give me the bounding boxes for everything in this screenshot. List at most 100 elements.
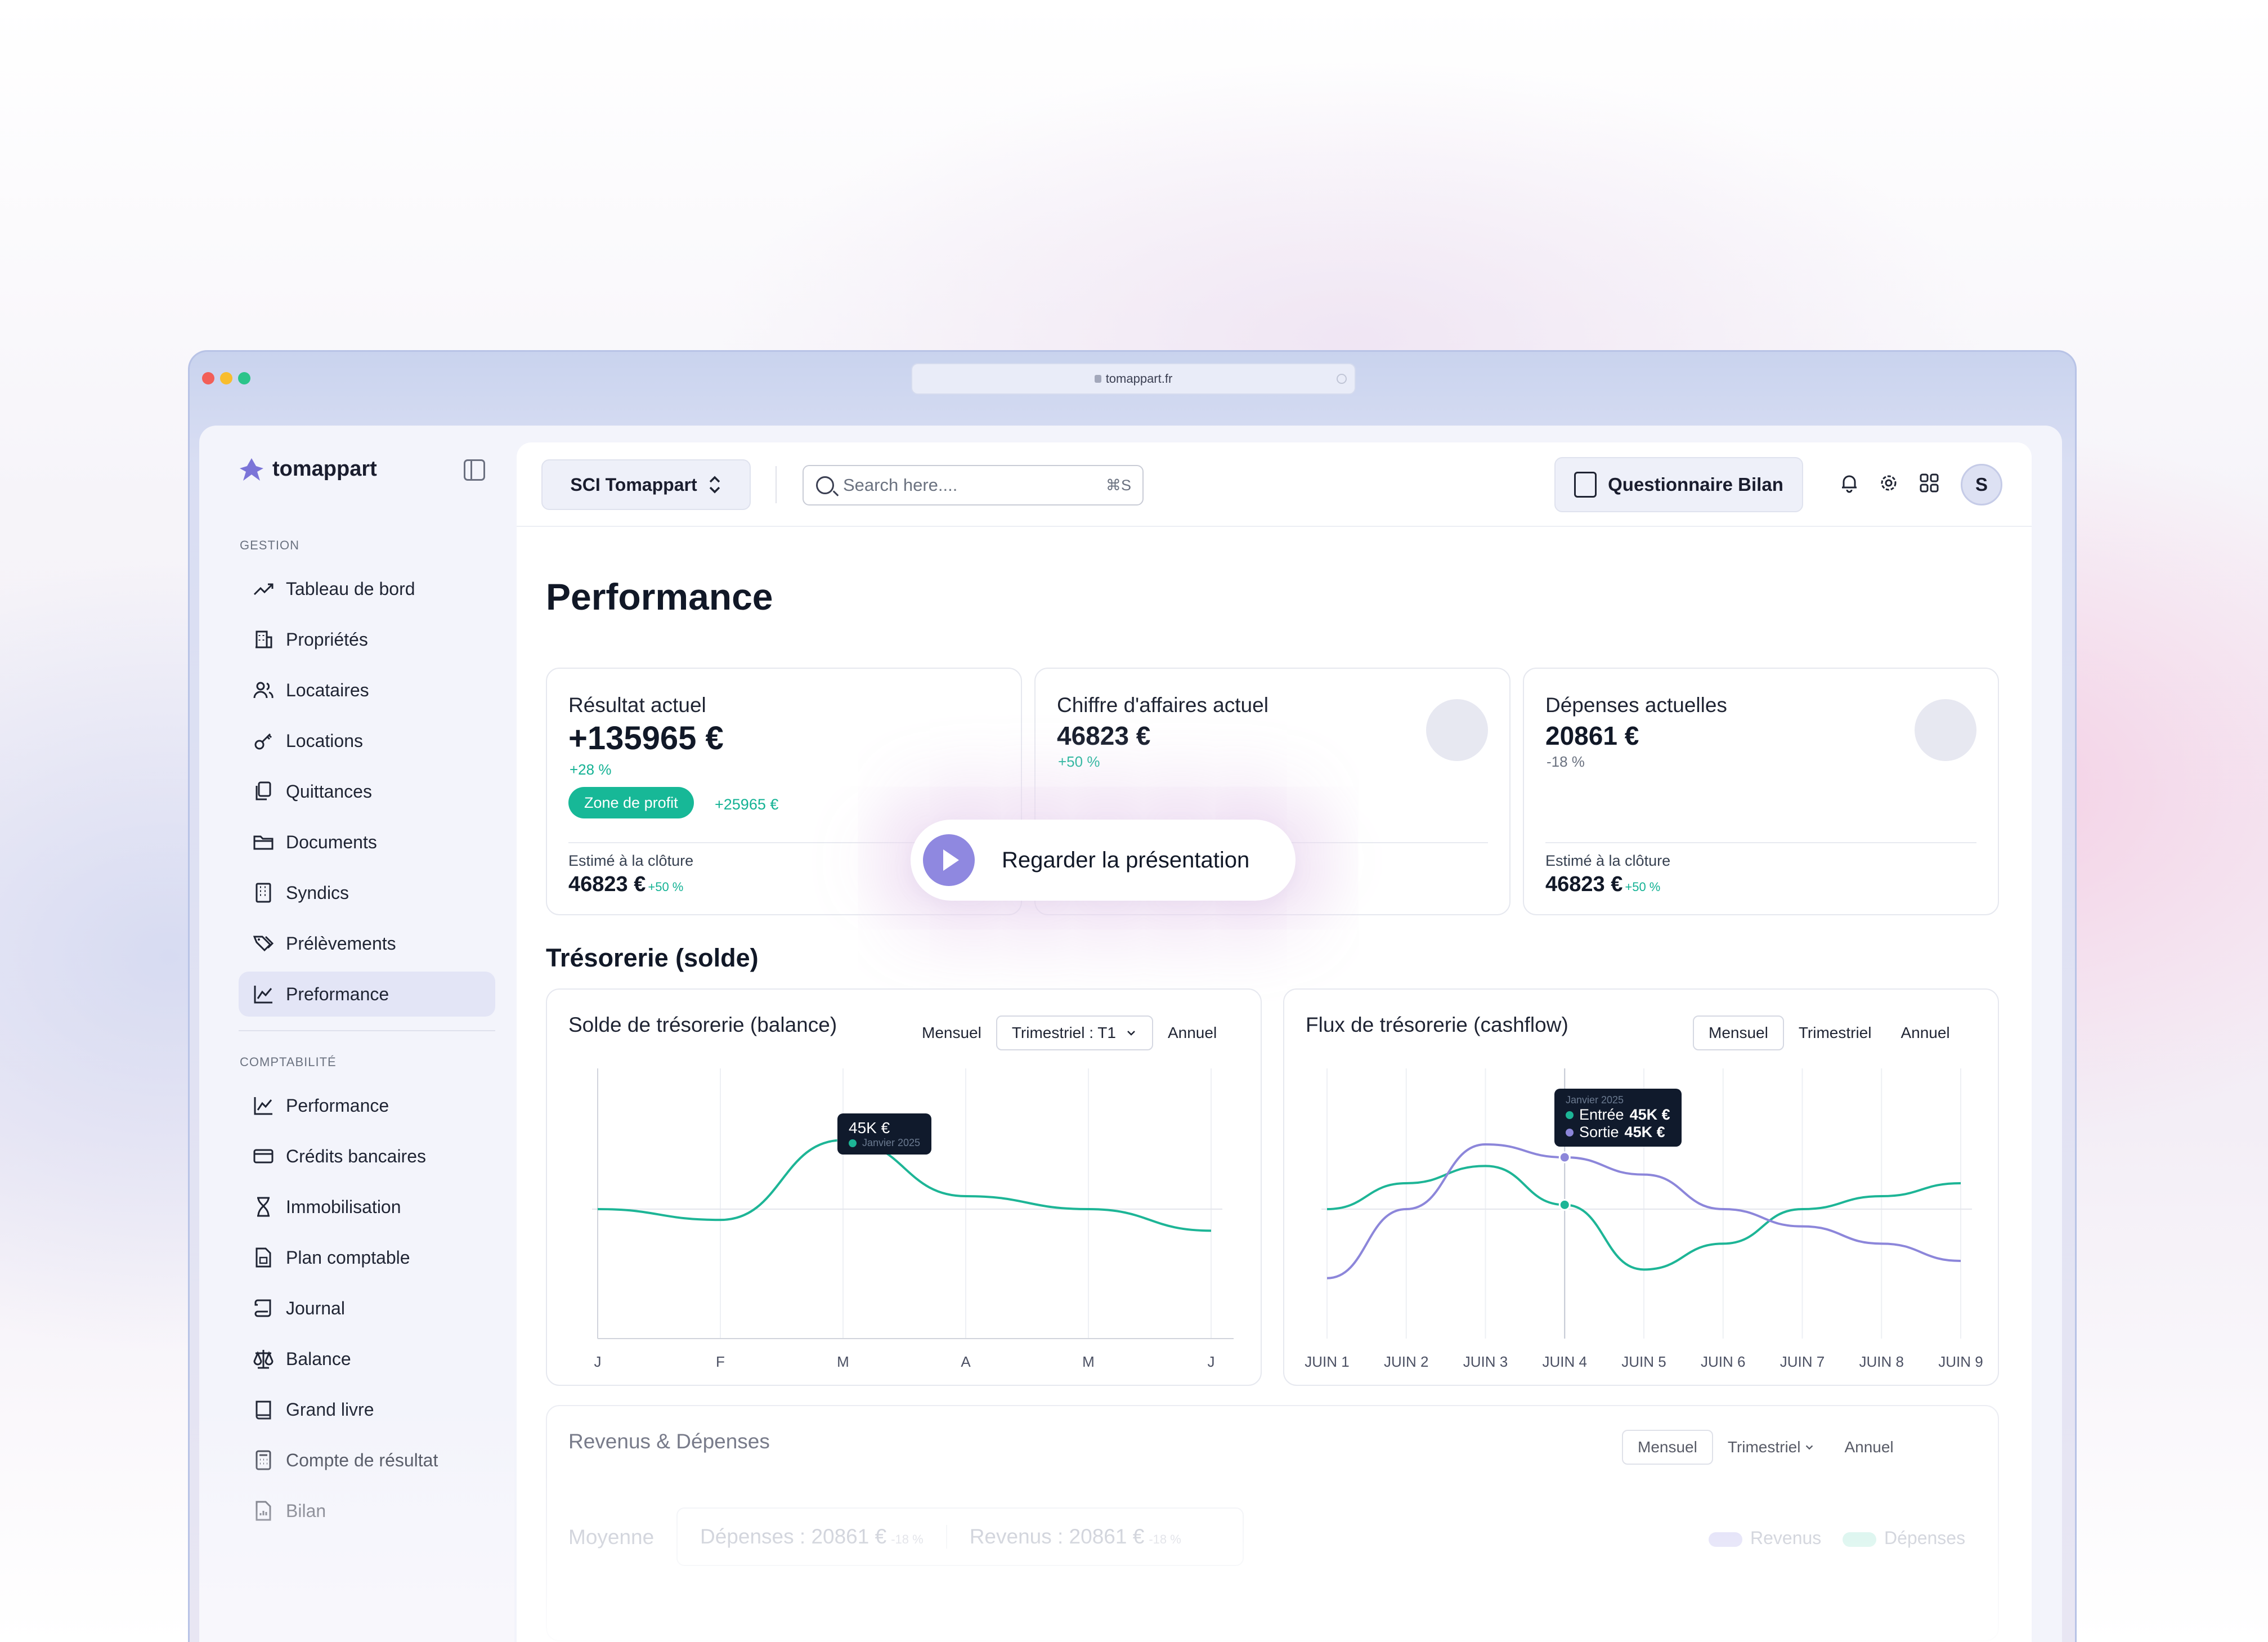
search-input[interactable]: Search here.... ⌘S: [803, 465, 1144, 505]
sidebar-item-compte-de-resultat[interactable]: Compte de résultat: [239, 1438, 495, 1483]
x-tick-label: JUIN 4: [1543, 1353, 1587, 1370]
sidebar-item-syndics[interactable]: Syndics: [239, 870, 495, 915]
chart-title: Solde de trésorerie (balance): [568, 1013, 837, 1036]
period-mensuel[interactable]: Mensuel: [1693, 1015, 1784, 1050]
tooltip-row-entree: Entrée 45K €: [1566, 1106, 1670, 1124]
sidebar-item-grand-livre[interactable]: Grand livre: [239, 1387, 495, 1432]
close-window-dot[interactable]: [202, 372, 214, 384]
sidebar-item-prelevements[interactable]: Prélèvements: [239, 921, 495, 966]
period-annuel[interactable]: Annuel: [1844, 1438, 1894, 1456]
maximize-window-dot[interactable]: [238, 372, 250, 384]
sidebar-item-documents[interactable]: Documents: [239, 820, 495, 865]
avatar[interactable]: S: [1961, 464, 2002, 505]
sidebar: tomappart GESTION Tableau de bord Proprié…: [199, 426, 514, 1642]
x-tick-label: JUIN 1: [1305, 1353, 1349, 1370]
reload-icon[interactable]: [1337, 374, 1347, 384]
document-icon: [1574, 472, 1597, 498]
period-trimestriel-dropdown[interactable]: Trimestriel: [1713, 1430, 1830, 1465]
sidebar-item-locataires[interactable]: Locataires: [239, 668, 495, 713]
sidebar-item-quittances[interactable]: Quittances: [239, 769, 495, 814]
page-title: Performance: [546, 576, 773, 618]
search-shortcut: ⌘S: [1105, 476, 1131, 494]
sidebar-item-performance[interactable]: Performance: [239, 1083, 495, 1128]
address-bar[interactable]: tomappart.fr: [911, 363, 1356, 395]
period-mensuel[interactable]: Mensuel: [922, 1024, 981, 1041]
chevron-down-icon: [1806, 1445, 1813, 1450]
depenses-pct: -18 %: [891, 1532, 924, 1546]
series-line-0: [597, 1139, 1212, 1232]
tooltip-date-row: Janvier 2025: [849, 1137, 920, 1149]
section-label-gestion: GESTION: [240, 538, 300, 552]
company-name: SCI Tomappart: [570, 474, 697, 495]
tooltip-date: Janvier 2025: [862, 1137, 921, 1148]
placeholder-circle: [1426, 699, 1488, 761]
legend-revenus-label: Revenus: [1750, 1528, 1822, 1548]
legend-depenses-label: Dépenses: [1884, 1528, 1966, 1548]
x-tick-label: JUIN 7: [1780, 1353, 1825, 1370]
x-tick-label: JUIN 3: [1463, 1353, 1508, 1370]
users-icon: [252, 679, 275, 701]
sidebar-item-label: Balance: [286, 1348, 351, 1369]
kpi-pct: +50 %: [1058, 753, 1100, 770]
sidebar-item-label: Documents: [286, 831, 377, 852]
kpi-pct: +28 %: [570, 761, 612, 778]
sidebar-item-proprietes[interactable]: Propriétés: [239, 617, 495, 662]
card-divider: [568, 842, 999, 843]
grid-apps-icon[interactable]: [1918, 472, 1940, 494]
line-chart-icon: [252, 983, 275, 1005]
questionnaire-bilan-button[interactable]: Questionnaire Bilan: [1554, 457, 1803, 512]
sidebar-item-tableau-de-bord[interactable]: Tableau de bord: [239, 566, 495, 611]
tresorerie-title: Trésorerie (solde): [546, 943, 759, 972]
sidebar-item-immobilisation[interactable]: Immobilisation: [239, 1184, 495, 1229]
tooltip-value: 45K €: [849, 1119, 890, 1137]
sidebar-item-preformance[interactable]: Preformance: [239, 972, 495, 1017]
revenus-period-selector: Mensuel Trimestriel Annuel: [1622, 1430, 1908, 1465]
brand-name: tomappart: [272, 457, 377, 481]
sidebar-item-journal[interactable]: Journal: [239, 1286, 495, 1331]
x-tick-label: A: [961, 1353, 971, 1370]
estimate-label: Estimé à la clôture: [1545, 852, 1671, 869]
url-text: tomappart.fr: [1105, 372, 1173, 386]
period-annuel[interactable]: Annuel: [1901, 1024, 1950, 1041]
sidebar-item-credits-bancaires[interactable]: Crédits bancaires: [239, 1134, 495, 1179]
main-content: SCI Tomappart Search here.... ⌘S Questio…: [517, 442, 2032, 1642]
company-select[interactable]: SCI Tomappart: [541, 459, 751, 510]
tags-icon: [252, 932, 275, 955]
estimate-amount: 46823 €: [1545, 873, 1623, 896]
gear-icon[interactable]: [1877, 472, 1900, 494]
x-tick-label: M: [837, 1353, 849, 1370]
brand-logo[interactable]: tomappart: [239, 456, 377, 482]
sortie-value: 45K €: [1624, 1124, 1665, 1140]
sidebar-item-balance[interactable]: Balance: [239, 1336, 495, 1381]
sidebar-item-label: Grand livre: [286, 1399, 374, 1420]
sidebar-item-label: Syndics: [286, 882, 349, 903]
file-chart-icon: [252, 1500, 275, 1522]
period-annuel[interactable]: Annuel: [1167, 1024, 1217, 1041]
sidebar-item-locations[interactable]: Locations: [239, 718, 495, 763]
chart-title: Revenus & Dépenses: [568, 1430, 770, 1453]
sidebar-item-plan-comptable[interactable]: Plan comptable: [239, 1235, 495, 1280]
book-icon: [252, 1398, 275, 1421]
scroll-icon: [252, 1297, 275, 1319]
bell-icon[interactable]: [1838, 472, 1861, 494]
period-mensuel[interactable]: Mensuel: [1622, 1430, 1713, 1465]
topbar-divider: [776, 466, 777, 503]
sidebar-collapse-icon[interactable]: [464, 459, 485, 481]
kpi-title: Chiffre d'affaires actuel: [1057, 694, 1269, 717]
legend-depenses-swatch: [1843, 1532, 1876, 1547]
minimize-window-dot[interactable]: [220, 372, 232, 384]
sidebar-item-bilan[interactable]: Bilan: [239, 1488, 495, 1533]
topbar: SCI Tomappart Search here.... ⌘S Questio…: [517, 442, 2032, 527]
calculator-icon: [252, 1449, 275, 1471]
placeholder-circle: [1915, 699, 1976, 761]
period-trimestriel[interactable]: Trimestriel: [1798, 1024, 1872, 1041]
watch-presentation-button[interactable]: Regarder la présentation: [911, 820, 1296, 901]
legend-revenus-swatch: [1709, 1532, 1742, 1547]
period-trimestriel-dropdown[interactable]: Trimestriel : T1: [996, 1015, 1153, 1050]
cashflow-period-selector: Mensuel Trimestriel Annuel: [1693, 1015, 1965, 1050]
revenus-pct: -18 %: [1149, 1532, 1181, 1546]
chevron-up-down-icon: [709, 476, 720, 494]
entree-dot: [1566, 1111, 1574, 1119]
revenus-depenses-card: Revenus & Dépenses Mensuel Trimestriel A…: [546, 1405, 1999, 1641]
tooltip-row-sortie: Sortie 45K €: [1566, 1124, 1670, 1141]
